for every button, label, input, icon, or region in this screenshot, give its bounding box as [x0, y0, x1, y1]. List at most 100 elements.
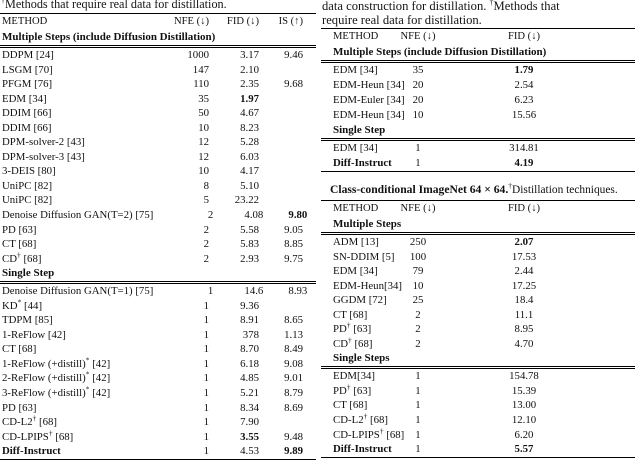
- table-row: CD† [68] 2 2.93 9.75: [0, 250, 316, 267]
- method-cell: EDM [34]: [333, 265, 378, 278]
- table-row: CT [68] 2 11.1: [321, 308, 635, 323]
- fid-cell: 3.17: [240, 49, 259, 61]
- method-cell: 1-ReFlow (+distill)* [42]: [2, 355, 111, 370]
- fid-cell: 15.56: [511, 109, 537, 121]
- rule: [0, 281, 316, 285]
- method-cell: CD-L2† [68]: [2, 413, 58, 429]
- section-header: Single Step: [333, 124, 386, 136]
- fid-cell: 13.00: [511, 399, 537, 412]
- nfe-cell: 2: [203, 238, 209, 251]
- method-cell: UniPC [82]: [2, 179, 53, 192]
- fid-cell: 378: [242, 328, 259, 341]
- table-header-row: METHOD NFE (↓) FID (↓): [321, 29, 635, 45]
- fid-cell: 11.1: [514, 308, 534, 321]
- rule: [321, 232, 635, 235]
- nfe-cell: 10: [412, 279, 424, 292]
- right-caption-paragraph: data construction for distillation. †Met…: [322, 0, 560, 27]
- is-cell: 8.49: [284, 343, 303, 356]
- fid-cell: 12.10: [511, 414, 537, 427]
- nfe-cell: 1: [203, 314, 209, 327]
- imagenet-table-caption: Class-conditional ImageNet 64 × 64.†Dist…: [330, 181, 618, 196]
- fid-cell: 17.53: [511, 250, 537, 263]
- nfe-cell: 1: [415, 399, 421, 412]
- method-cell: GGDM [72]: [333, 294, 387, 307]
- table-row: KD* [44] 1 9.36: [0, 297, 316, 314]
- nfe-column-header: NFE (↓): [400, 31, 436, 42]
- fid-cell: 4.53: [240, 445, 259, 458]
- method-cell: CD-LPIPS† [68]: [333, 425, 405, 441]
- table-header-row: METHOD NFE (↓) FID (↓): [321, 201, 635, 217]
- method-cell: CD† [68]: [2, 250, 42, 265]
- fid-cell: 5.57: [514, 443, 534, 456]
- method-cell: Diff-Instruct: [2, 445, 61, 458]
- nfe-cell: 1: [415, 428, 421, 441]
- fid-column-header: FID (↓): [226, 16, 259, 27]
- fid-cell: 2.07: [514, 236, 534, 248]
- fid-cell: 5.83: [240, 238, 259, 251]
- table-row: PD [63] 1 8.34 8.69: [0, 401, 316, 416]
- nfe-cell: 10: [198, 121, 209, 134]
- method-cell: Denoise Diffusion GAN(T=2) [75]: [2, 209, 154, 222]
- nfe-cell: 1: [203, 387, 209, 400]
- left-column: †Methods that require real data for dist…: [0, 0, 316, 460]
- table-row: CD-LPIPS† [68] 1 3.55 9.48: [0, 429, 316, 445]
- method-cell: CT [68]: [2, 343, 37, 356]
- nfe-cell: 25: [412, 294, 424, 307]
- rule: [321, 28, 635, 29]
- table-row: PFGM [76] 110 2.35 9.68: [0, 77, 316, 92]
- table-row: PD† [63] 2 8.95: [321, 321, 635, 337]
- rule: [321, 171, 635, 172]
- is-cell: 9.08: [284, 357, 303, 370]
- section-header: Multiple Steps (include Diffusion Distil…: [333, 46, 547, 58]
- method-cell: KD* [44]: [2, 297, 43, 312]
- table-row: EDM-Euler [34] 20 6.23: [321, 93, 635, 108]
- method-cell: 3-ReFlow (+distill)* [42]: [2, 384, 111, 400]
- nfe-cell: 1: [415, 157, 421, 169]
- method-cell: EDM [34]: [2, 92, 47, 105]
- table-row: EDM [34] 1 314.81: [321, 141, 635, 156]
- table-row: CD-L2† [68] 1 7.90: [0, 413, 316, 430]
- imagenet-results-table: METHOD NFE (↓) FID (↓) Multiple Steps ADM [1…: [321, 200, 635, 458]
- fid-cell: 1.97: [240, 92, 259, 105]
- cifar10-results-table: METHOD NFE (↓) FID (↓) IS (↑) Multiple Steps…: [0, 13, 316, 460]
- nfe-cell: 1: [415, 142, 421, 154]
- fid-cell: 314.81: [509, 142, 539, 154]
- nfe-cell: 1: [203, 328, 209, 341]
- rule: [321, 60, 635, 63]
- fid-cell: 23.22: [234, 194, 259, 207]
- nfe-cell: 1: [203, 401, 209, 414]
- table-row: CD-LPIPS† [68] 1 6.20: [321, 425, 635, 443]
- table-row: 3-ReFlow (+distill)* [42] 1 5.21 8.79: [0, 384, 316, 401]
- fid-cell: 14.6: [244, 285, 264, 298]
- fid-cell: 8.91: [240, 314, 259, 327]
- method-cell: PD† [63]: [333, 382, 372, 397]
- method-cell: LSGM [70]: [2, 63, 53, 76]
- method-cell: UniPC [82]: [2, 194, 53, 207]
- is-column-header: IS (↑): [278, 16, 303, 27]
- method-cell: ADM [13]: [333, 236, 379, 248]
- nfe-cell: 12: [198, 136, 209, 149]
- method-cell: PFGM [76]: [2, 78, 53, 91]
- fid-cell: 15.39: [511, 384, 537, 397]
- fid-cell: 4.85: [240, 372, 259, 385]
- fid-cell: 4.70: [514, 337, 534, 350]
- table-row: TDPM [85] 1 8.91 8.65: [0, 313, 316, 328]
- table-row: Denoise Diffusion GAN(T=1) [75] 1 14.6 8.93: [0, 284, 316, 299]
- method-cell: Denoise Diffusion GAN(T=1) [75]: [2, 285, 154, 298]
- fid-cell: 154.78: [509, 370, 539, 383]
- fid-cell: 2.35: [240, 78, 259, 91]
- table-row: CD† [68] 2 4.70: [321, 336, 635, 352]
- table-row: PD† [63] 1 15.39: [321, 382, 635, 399]
- method-cell: 2-ReFlow (+distill)* [42]: [2, 369, 111, 385]
- right-column: data construction for distillation. †Met…: [321, 0, 635, 458]
- caption2-bold: Class-conditional ImageNet 64 × 64.: [330, 183, 509, 196]
- is-cell: 8.69: [284, 401, 303, 414]
- table-row: 1-ReFlow [42] 1 378 1.13: [0, 328, 316, 343]
- method-cell: 1-ReFlow [42]: [2, 328, 66, 341]
- table-row: Diff-Instruct 1 5.57: [321, 442, 635, 457]
- nfe-cell: 2: [415, 337, 421, 350]
- rule: [321, 138, 635, 141]
- fid-cell: 18.4: [514, 294, 534, 307]
- fid-cell: 2.93: [240, 252, 259, 265]
